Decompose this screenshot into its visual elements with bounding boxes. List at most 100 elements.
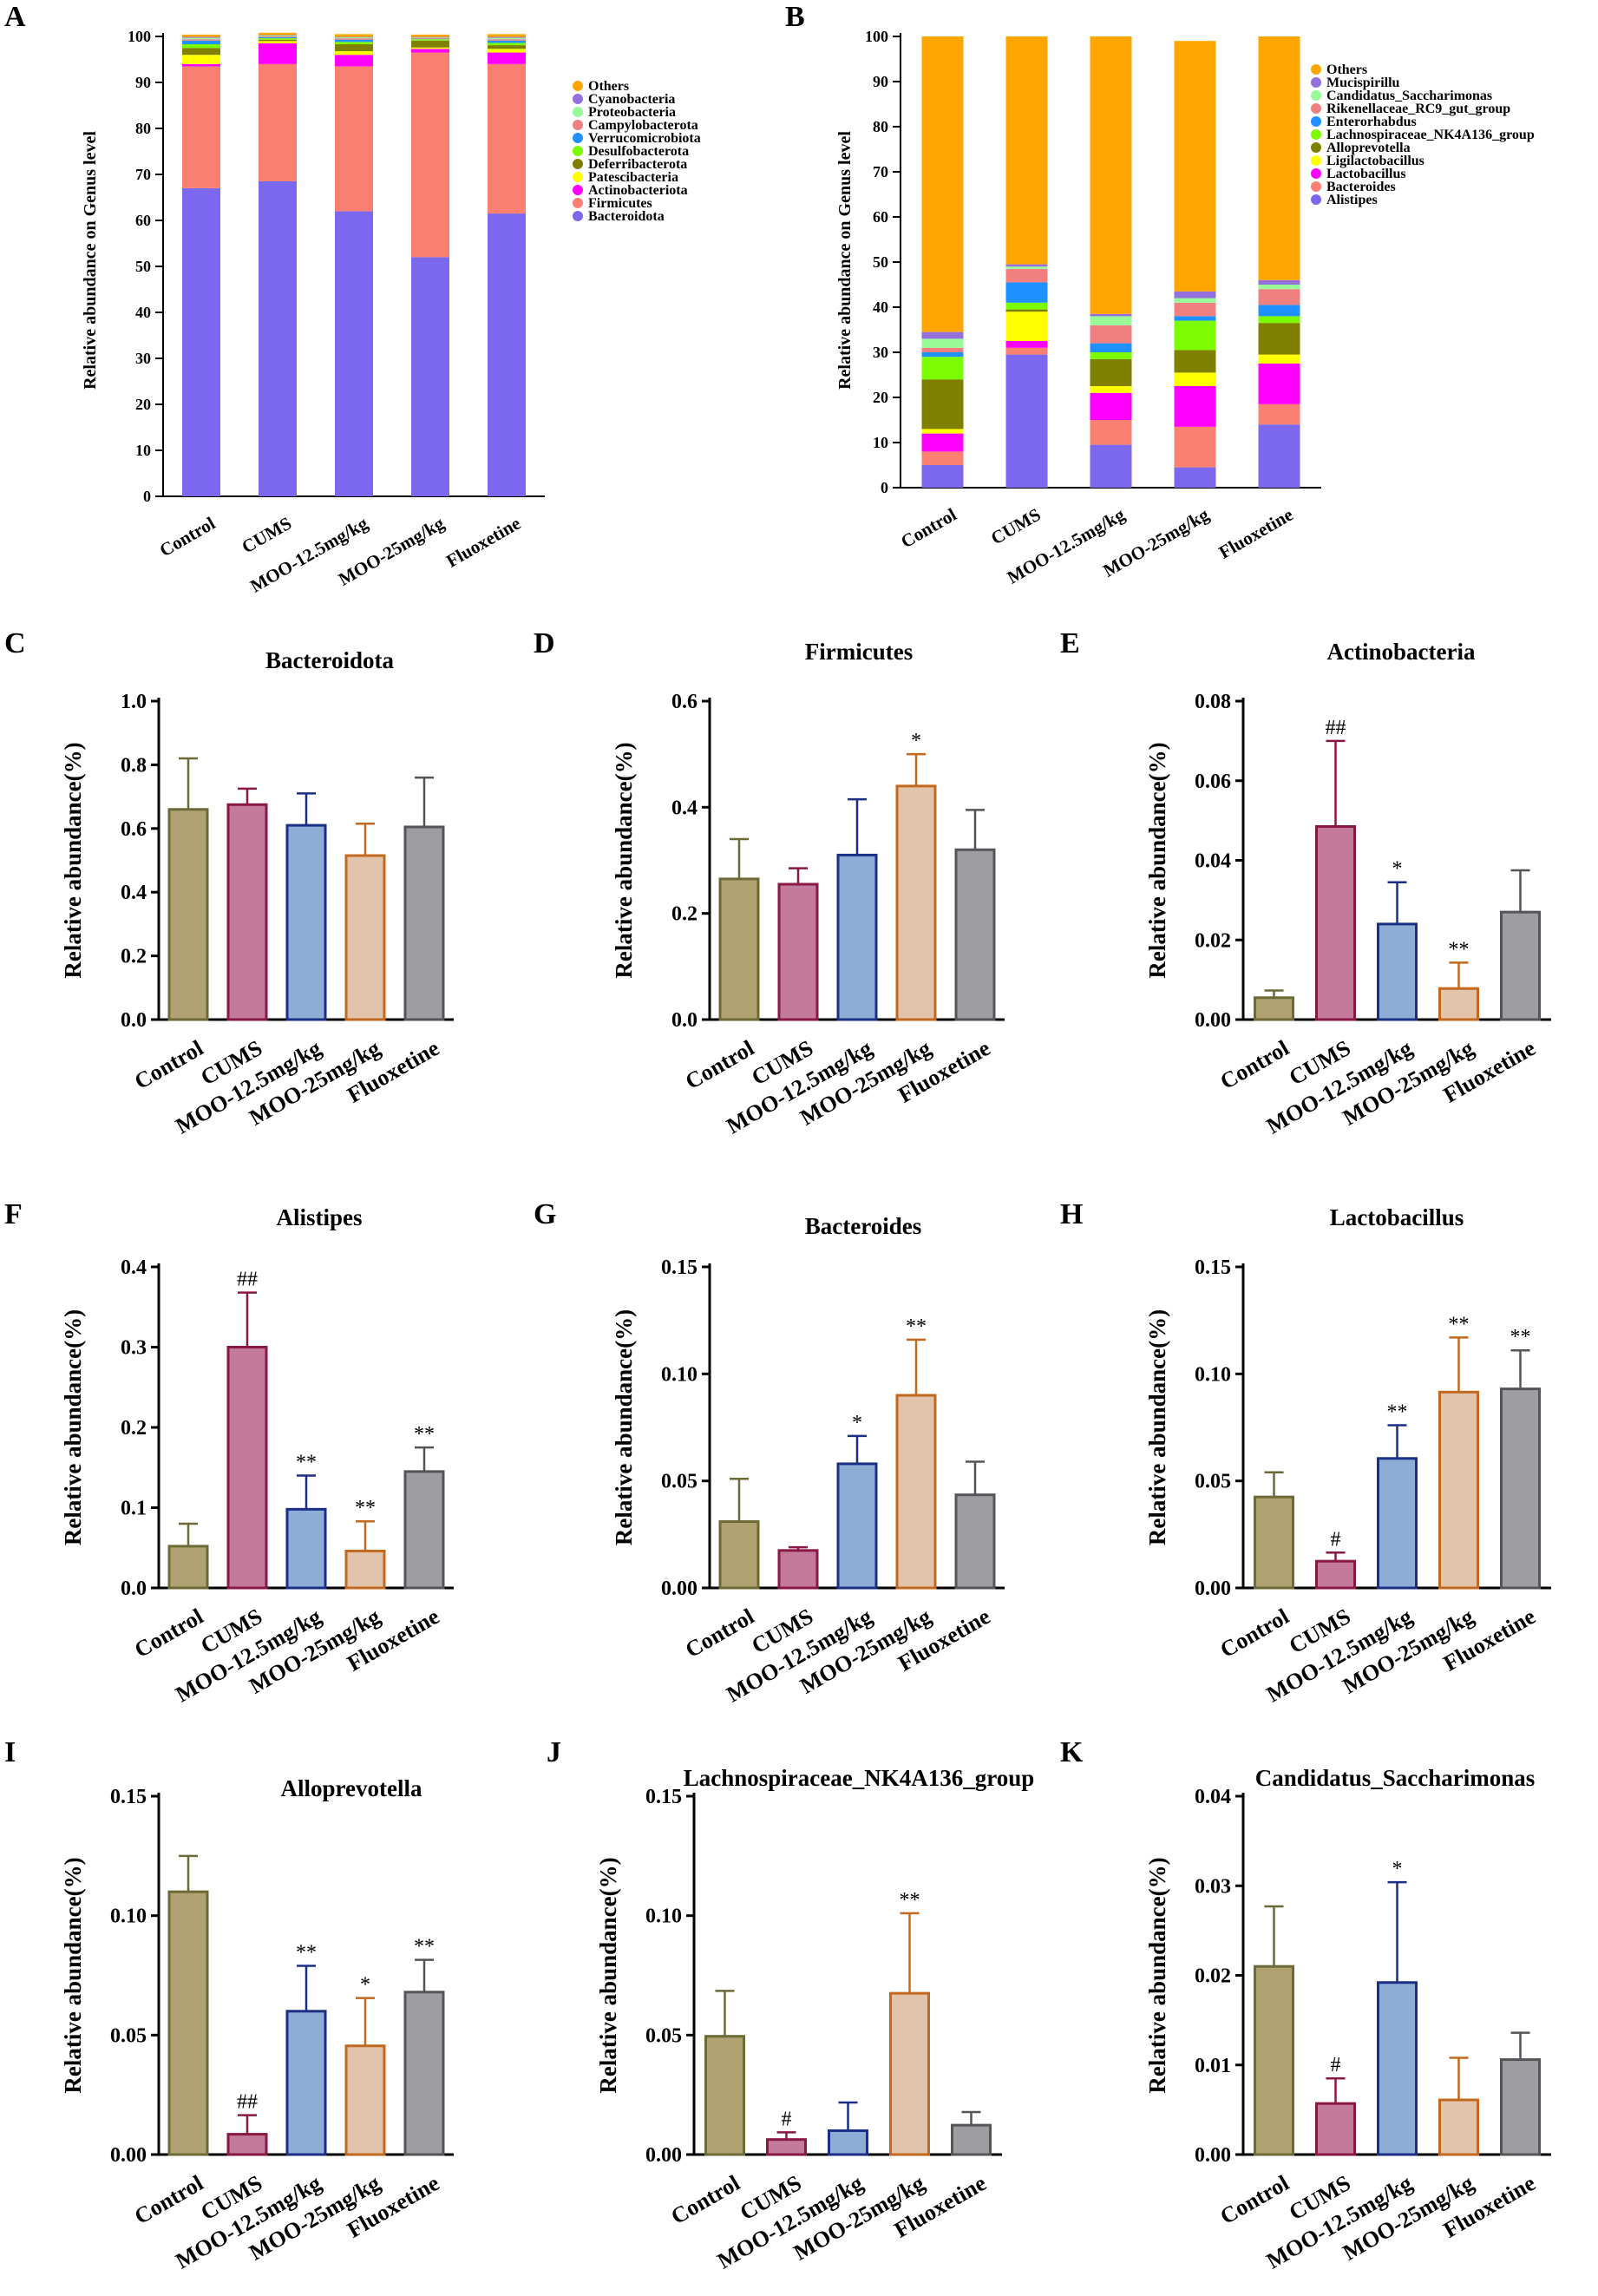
significance-mark: ## xyxy=(237,1269,258,1291)
panel-a: A 0 10 20 30 40 50 60 70 80 90 100 Relative abundanc… xyxy=(4,1,701,597)
stack-segment-desulfobacterota xyxy=(335,42,373,45)
x-tick-label: Control xyxy=(897,504,959,553)
stack-segment-bacteroides xyxy=(1005,347,1048,355)
stack-segment-bacteroidota xyxy=(411,257,449,496)
y-tick-label: 50 xyxy=(135,258,151,275)
x-tick-label: CUMS xyxy=(987,504,1045,549)
stack-segment-others xyxy=(411,34,449,37)
chart-title: Actinobacteria xyxy=(1327,639,1476,665)
panel-j: J Lachnospiraceae_NK4A136_group 0.00 0.05 0.… xyxy=(547,1736,1034,2273)
y-tick-label: 0.2 xyxy=(121,946,147,968)
x-tick-label: Control xyxy=(1216,2170,1293,2229)
panel-b: B 0 10 20 30 40 50 60 70 80 90 100 Relative abundanc… xyxy=(785,1,1535,588)
legend-label: Deferribacterota xyxy=(588,157,687,172)
significance-mark: * xyxy=(1392,1858,1403,1880)
y-tick-label: 1.0 xyxy=(121,691,147,713)
stack-segment-alloprevotella xyxy=(1258,323,1300,355)
stack-segment-ligilactobacillus xyxy=(1258,354,1300,364)
stack-segment-rikenellaceae-rc9-gut-group xyxy=(1258,289,1300,305)
legend-marker xyxy=(573,172,583,182)
x-tick-label: Control xyxy=(681,1035,758,1094)
stack-segment-candidatus-saccharimonas xyxy=(1090,316,1132,325)
y-tick-label: 0.10 xyxy=(110,1906,147,1928)
stack-segment-others xyxy=(1090,36,1132,314)
panel-letter: E xyxy=(1060,627,1080,659)
stack-segment-patescibacteria xyxy=(335,50,373,56)
stack-segment-actinobacteriota xyxy=(259,43,297,64)
bar xyxy=(167,808,209,1021)
y-tick-label: 0.05 xyxy=(110,2024,147,2047)
y-tick-label: 70 xyxy=(873,163,888,180)
significance-mark: # xyxy=(782,2108,792,2130)
stack-segment-desulfobacterota xyxy=(488,43,526,46)
panel-c: C Bacteroidota 0.0 0.2 0.4 0.6 0.8 1.0 Relative … xyxy=(4,627,454,1138)
bar xyxy=(1438,987,1479,1021)
legend-marker xyxy=(1311,64,1321,75)
y-tick-label: 0.03 xyxy=(1195,1875,1231,1898)
legend-label: Rikenellaceae_RC9_gut_group xyxy=(1326,102,1510,116)
panel-f: F Alistipes 0.0 0.1 0.2 0.3 0.4 Relative abunda… xyxy=(4,1198,454,1707)
panel-d: D Firmicutes 0.0 0.2 0.4 0.6 Relative abundanc… xyxy=(534,627,1005,1138)
legend-label: Alistipes xyxy=(1326,193,1378,207)
y-tick-label: 0.01 xyxy=(1195,2055,1231,2077)
stack-segment-verrucomicrobiota xyxy=(488,40,526,43)
panel-e: E Actinobacteria 0.00 0.02 0.04 0.06 0.08 Relat… xyxy=(1060,627,1551,1138)
stack-segment-alistipes xyxy=(1005,354,1048,488)
stack-segment-enterorhabdus xyxy=(1174,316,1216,321)
stack-segment-enterorhabdus xyxy=(921,352,964,358)
stack-segment-campylobacterota xyxy=(259,36,297,38)
y-tick-label: 0.00 xyxy=(1195,1009,1231,1032)
x-tick-label: Fluoxetine xyxy=(1215,504,1297,563)
panel-h: H Lactobacillus 0.00 0.05 0.10 0.15 Relative a… xyxy=(1060,1198,1551,1707)
y-tick-label: 0.06 xyxy=(1195,771,1231,793)
significance-mark: # xyxy=(1331,1528,1341,1551)
stack-segment-bacteroides xyxy=(1090,420,1132,445)
panel-letter: I xyxy=(4,1736,16,1768)
chart-title: Bacteroides xyxy=(805,1213,921,1239)
significance-mark: # xyxy=(1331,2054,1341,2076)
y-tick-label: 0.02 xyxy=(1195,1965,1231,1988)
y-tick-label: 100 xyxy=(865,28,888,45)
stack-segment-cyanobacteria xyxy=(411,36,449,38)
stack-segment-others xyxy=(1174,41,1216,292)
stack-segment-verrucomicrobiota xyxy=(335,39,373,43)
y-tick-label: 0.4 xyxy=(121,1256,147,1279)
stack-segment-rikenellaceae-rc9-gut-group xyxy=(1090,325,1132,344)
y-tick-label: 40 xyxy=(135,304,151,321)
stack-segment-bacteroides xyxy=(1258,403,1300,425)
legend-marker xyxy=(1311,77,1321,88)
y-tick-label: 0.05 xyxy=(661,1471,697,1493)
x-tick-label: Control xyxy=(1216,1035,1293,1094)
stack-segment-mucispirillu xyxy=(1005,264,1048,267)
x-tick-label: Control xyxy=(681,1604,758,1663)
legend-label: Desulfobacterota xyxy=(588,144,689,159)
stack-segment-others xyxy=(182,34,220,37)
y-tick-label: 80 xyxy=(135,120,151,137)
y-tick-label: 0.6 xyxy=(671,691,697,713)
y-tick-label: 0.10 xyxy=(661,1363,697,1386)
stack-segment-deferribacterota xyxy=(259,39,297,42)
y-axis-label: Relative abundance on Genus level xyxy=(835,131,855,390)
y-tick-label: 50 xyxy=(873,253,888,271)
panel-letter: F xyxy=(4,1198,23,1230)
stack-segment-ligilactobacillus xyxy=(1174,372,1216,386)
bar xyxy=(836,853,878,1021)
stack-segment-actinobacteriota xyxy=(411,49,449,53)
significance-mark: ** xyxy=(355,1497,376,1519)
y-tick-label: 20 xyxy=(873,389,888,406)
stack-segment-firmicutes xyxy=(182,66,220,188)
stack-segment-proteobacteria xyxy=(182,37,220,40)
stack-segment-enterorhabdus xyxy=(1005,282,1048,303)
stack-segment-verrucomicrobiota xyxy=(411,38,449,40)
y-tick-label: 0.2 xyxy=(671,903,697,926)
x-tick-label: Control xyxy=(130,1604,207,1663)
y-axis-label: Relative abundance(%) xyxy=(1144,742,1170,978)
bar xyxy=(1377,922,1418,1021)
bar xyxy=(1254,1965,1294,2156)
y-tick-label: 0.10 xyxy=(1195,1363,1231,1386)
bar xyxy=(344,1549,386,1590)
chart-title: Bacteroidota xyxy=(265,647,394,673)
legend-marker xyxy=(573,146,583,156)
stack-segment-cyanobacteria xyxy=(335,36,373,38)
stack-segment-mucispirillu xyxy=(1090,313,1132,317)
